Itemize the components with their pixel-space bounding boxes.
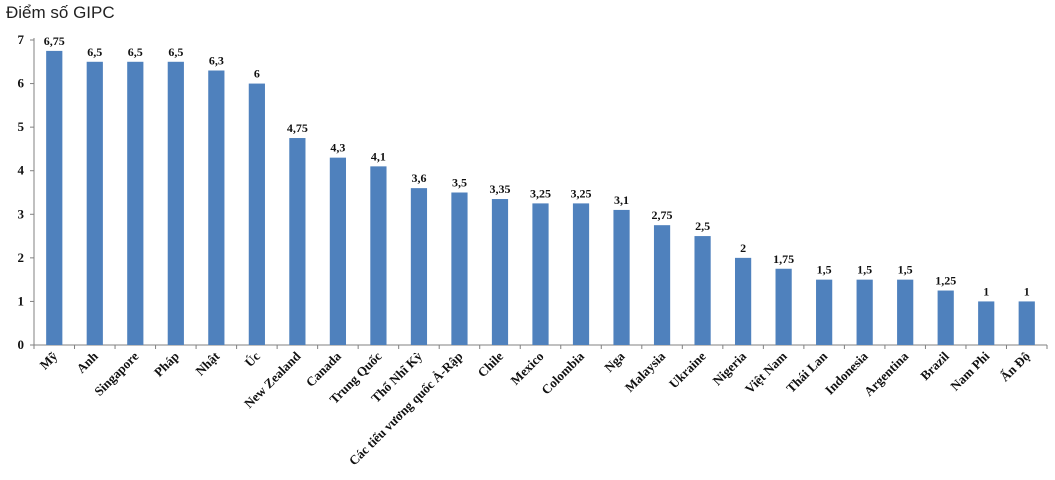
data-label: 3,25 [571,186,592,200]
data-labels: 6,75 6,5 6,5 6,5 6,3 6 4,75 4,3 4,1 3,6 3,5 3,35 3,2… [44,34,1030,299]
y-tick-label: 4 [18,163,25,178]
x-tick-label: Singapore [91,348,141,398]
data-label: 3,35 [489,182,510,196]
bar [653,225,671,345]
x-tick-label: Argentina [861,348,912,399]
data-label: 1,75 [773,252,794,266]
x-tick-label: Ukraine [666,348,709,391]
bar [978,301,995,345]
x-tick-label: Úc [242,348,263,369]
bar [167,61,184,346]
y-tick-label: 1 [18,293,25,308]
bar [775,268,792,345]
x-tick-label: Anh [73,348,101,376]
data-label: 4,3 [330,141,345,155]
x-tick-label: Mexico [507,349,546,388]
chart-title: Điểm số GIPC [6,3,115,22]
bar [451,192,468,345]
x-tick-label: Ấn Độ [997,349,1033,385]
x-tick-label: Chile [475,348,507,380]
bar [694,236,711,345]
bar [572,203,590,345]
data-label: 4,1 [371,149,386,163]
data-label: 2,5 [695,219,710,233]
data-label: 2,75 [652,208,673,222]
x-tick-label: Nigeria [710,348,750,388]
y-tick-label: 3 [18,206,25,221]
y-tick-label: 2 [18,250,25,265]
data-label: 1 [1024,284,1030,298]
data-label: 6,5 [128,45,143,59]
y-tick-label: 6 [18,76,25,91]
data-label: 3,25 [530,186,551,200]
data-label: 4,75 [287,121,308,135]
bar [208,70,225,345]
bar [127,61,144,346]
bar [289,138,306,345]
bar [370,166,387,345]
y-tick-label: 0 [18,337,25,352]
data-label: 6 [254,67,260,81]
x-tick-label: Nga [601,348,628,375]
x-tick-label: Nam Phi [947,348,992,393]
x-tick-label: Mỹ [36,348,60,372]
bar [897,279,914,345]
x-tick-label: Colombia [538,348,587,397]
x-tick-label: Malaysia [622,348,669,395]
bar [613,209,630,345]
bar [46,50,63,346]
bar [856,279,873,345]
data-label: 2 [740,241,746,255]
data-label: 3,6 [411,171,426,185]
data-label: 1,25 [935,274,956,288]
x-tick-label: Việt Nam [742,348,790,396]
axes: 0 1 2 3 4 5 6 7 [18,32,1048,352]
data-label: 6,5 [168,45,183,59]
data-label: 1,5 [898,263,913,277]
bar [734,257,752,345]
data-label: 3,5 [452,176,467,190]
bar [532,203,549,345]
y-tick-label: 5 [18,119,25,134]
x-tick-label: Nhật [192,348,222,378]
x-tick-label: Brazil [917,348,952,383]
data-label: 3,1 [614,193,629,207]
bars [46,50,1035,346]
bar [816,279,833,345]
bar [410,188,428,345]
data-label: 6,5 [87,45,102,59]
bar [86,61,103,346]
bar [491,199,509,345]
data-label: 6,3 [209,54,224,68]
bar [1018,301,1035,345]
bar [248,83,265,346]
y-tick-label: 7 [18,32,25,47]
bar [329,157,347,345]
data-label: 1,5 [817,263,832,277]
data-label: 1 [983,284,989,298]
data-label: 6,75 [44,34,65,48]
data-label: 1,5 [857,263,872,277]
x-tick-label: Pháp [151,349,182,380]
bar [937,290,954,345]
